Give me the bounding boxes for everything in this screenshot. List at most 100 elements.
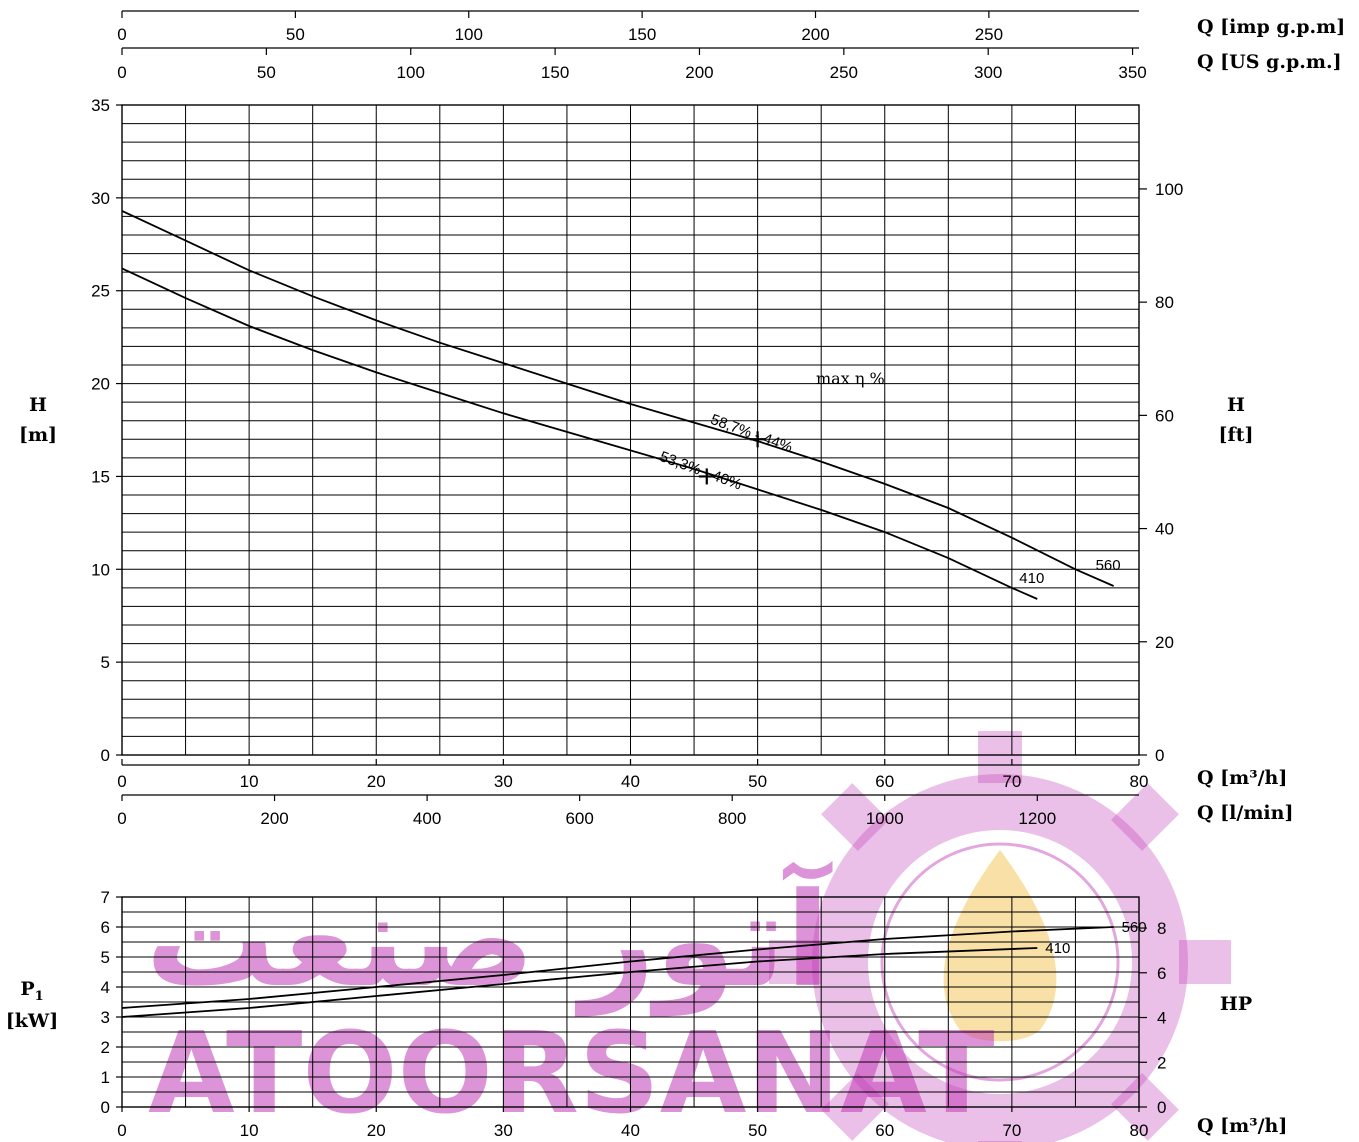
y-right-tick-label: 20 xyxy=(1155,633,1174,652)
x-axis-m3h-label: Q [m³/h] xyxy=(1197,767,1287,789)
x-axis-lmin-tick-label: 1200 xyxy=(1018,809,1056,828)
x-axis-tick-label: 60 xyxy=(875,1121,894,1140)
y-left-tick-label: 15 xyxy=(91,467,110,486)
bep-label-560: 58,7% - 44% xyxy=(708,411,795,456)
x-axis-m3h-tick-label: 70 xyxy=(1002,772,1021,791)
x-axis-imp-gpm-tick-label: 50 xyxy=(286,25,305,44)
plot-frame xyxy=(121,104,1140,756)
x-axis-m3h-tick-label: 60 xyxy=(875,772,894,791)
x-axis-m3h-tick-label: 0 xyxy=(117,772,126,791)
x-axis-us-gpm-tick-label: 350 xyxy=(1118,63,1146,82)
y-axis-right-label-h: H xyxy=(1227,394,1245,416)
y-right-tick-label: 6 xyxy=(1157,964,1166,983)
y-axis-right-label-hp: HP xyxy=(1220,993,1252,1015)
y-axis-right-label-ft: [ft] xyxy=(1219,424,1254,446)
bep-label-410: 53,3% - 40% xyxy=(657,448,744,493)
watermark-latin-text: ATOORSANAT xyxy=(148,1009,995,1139)
x-axis-m3h-tick-label: 30 xyxy=(494,772,513,791)
y-left-tick-label: 2 xyxy=(101,1038,110,1057)
x-axis-imp-gpm-label: Q [imp g.p.m] xyxy=(1197,16,1345,38)
y-left-tick-label: 20 xyxy=(91,375,110,394)
x-axis-tick-label: 10 xyxy=(240,1121,259,1140)
x-axis-tick-label: 0 xyxy=(117,1121,126,1140)
x-axis-us-gpm-tick-label: 0 xyxy=(117,63,126,82)
y-axis-left-label-kw: [kW] xyxy=(6,1010,58,1032)
y-right-tick-label: 100 xyxy=(1155,180,1183,199)
y-left-tick-label: 4 xyxy=(101,978,110,997)
x-axis-tick-label: 50 xyxy=(748,1121,767,1140)
head-curve-560 xyxy=(121,210,1114,587)
x-axis-m3h-tick-label: 50 xyxy=(748,772,767,791)
x-axis-us-gpm-label: Q [US g.p.m.] xyxy=(1197,51,1342,73)
y-right-tick-label: 80 xyxy=(1155,293,1174,312)
x-axis-lmin-tick-label: 600 xyxy=(565,809,593,828)
head-curve-label-410: 410 xyxy=(1019,570,1044,587)
watermark-gear-tooth xyxy=(1179,940,1231,984)
power-curve-560 xyxy=(121,926,1114,1009)
x-axis-us-gpm-tick-label: 50 xyxy=(257,63,276,82)
x-axis-imp-gpm-tick-label: 150 xyxy=(628,25,656,44)
x-axis-us-gpm-tick-label: 100 xyxy=(397,63,425,82)
x-axis-lmin-tick-label: 0 xyxy=(117,809,126,828)
head-curve-410 xyxy=(121,267,1038,600)
max-efficiency-annotation: max η % xyxy=(816,369,885,388)
y-right-tick-label: 8 xyxy=(1157,919,1166,938)
y-right-tick-label: 4 xyxy=(1157,1009,1166,1028)
y-left-tick-label: 5 xyxy=(101,948,110,967)
x-axis-m3h-tick-label: 40 xyxy=(621,772,640,791)
y-left-tick-label: 1 xyxy=(101,1068,110,1087)
x-axis-tick-label: 20 xyxy=(367,1121,386,1140)
y-left-tick-label: 3 xyxy=(101,1008,110,1027)
x-axis-us-gpm-tick-label: 150 xyxy=(541,63,569,82)
y-left-tick-label: 0 xyxy=(101,1098,110,1117)
y-right-tick-label: 2 xyxy=(1157,1053,1166,1072)
x-axis-lmin-tick-label: 1000 xyxy=(866,809,904,828)
x-axis-imp-gpm-tick-label: 200 xyxy=(801,25,829,44)
watermark-persian-text: آتور صنعت xyxy=(145,860,833,1017)
y-left-tick-label: 0 xyxy=(101,746,110,765)
watermark-gear-tooth xyxy=(1111,783,1179,851)
x-axis-tick-label: 70 xyxy=(1002,1121,1021,1140)
y-axis-left-label-p1: P1 xyxy=(20,978,43,1004)
y-right-tick-label: 40 xyxy=(1155,520,1174,539)
x-axis-lmin-tick-label: 200 xyxy=(260,809,288,828)
x-axis-tick-label: 80 xyxy=(1130,1121,1149,1140)
head-curve-label-560: 560 xyxy=(1096,557,1121,574)
x-axis-m3h-tick-label: 20 xyxy=(367,772,386,791)
x-axis-us-gpm-tick-label: 250 xyxy=(830,63,858,82)
power-curve-label-560: 560 xyxy=(1122,919,1147,936)
x-axis-lmin-tick-label: 800 xyxy=(718,809,746,828)
watermark-gear-tooth xyxy=(978,731,1022,783)
y-right-tick-label: 60 xyxy=(1155,406,1174,425)
watermark-gear-ring xyxy=(812,774,1188,1142)
x-axis-m3h-tick-label: 80 xyxy=(1130,772,1149,791)
y-left-tick-label: 5 xyxy=(101,653,110,672)
watermark-flame-icon xyxy=(943,850,1057,1042)
y-left-tick-label: 6 xyxy=(101,918,110,937)
y-left-tick-label: 25 xyxy=(91,282,110,301)
y-left-tick-label: 35 xyxy=(91,96,110,115)
x-axis-tick-label: 30 xyxy=(494,1121,513,1140)
y-right-tick-label: 0 xyxy=(1155,746,1164,765)
y-left-tick-label: 10 xyxy=(91,560,110,579)
y-left-tick-label: 30 xyxy=(91,189,110,208)
watermark-inner-ring xyxy=(880,842,1120,1082)
x-axis-us-gpm-tick-label: 200 xyxy=(685,63,713,82)
x-axis-m3h-tick-label: 10 xyxy=(240,772,259,791)
x-axis-imp-gpm-tick-label: 0 xyxy=(117,25,126,44)
x-axis-lmin-tick-label: 400 xyxy=(413,809,441,828)
power-curve-410 xyxy=(121,947,1038,1018)
y-axis-left-label-m: [m] xyxy=(19,424,57,446)
y-left-tick-label: 7 xyxy=(101,888,110,907)
y-right-tick-label: 0 xyxy=(1157,1098,1166,1117)
power-curve-label-410: 410 xyxy=(1045,940,1070,957)
x-axis-label: Q [m³/h] xyxy=(1197,1115,1287,1137)
x-axis-lmin-label: Q [l/min] xyxy=(1197,802,1293,824)
x-axis-imp-gpm-tick-label: 100 xyxy=(455,25,483,44)
y-axis-left-label-h: H xyxy=(29,394,47,416)
watermark-gear-tooth xyxy=(821,783,889,851)
